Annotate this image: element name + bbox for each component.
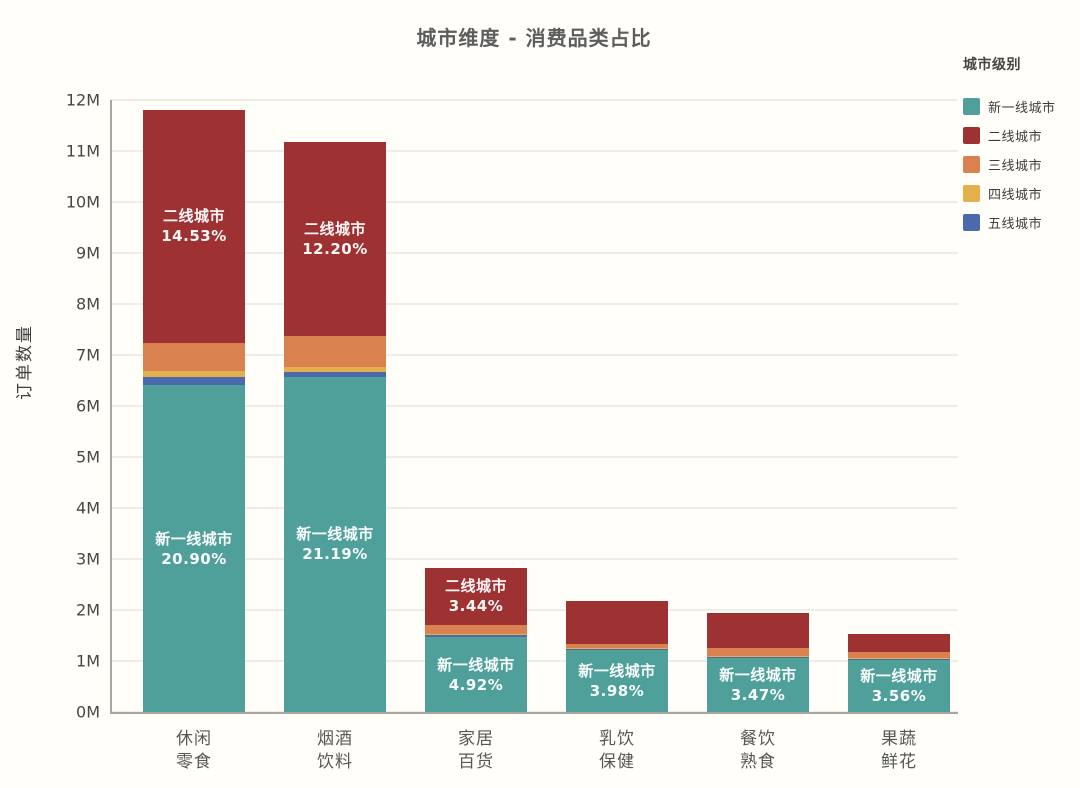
- legend-label: 三线城市: [988, 159, 1043, 174]
- bar-segment-新一线城市[interactable]: 新一线城市 21.19%: [284, 376, 386, 712]
- y-axis-tick-label: 4M: [76, 498, 100, 518]
- legend-item-三线城市[interactable]: 三线城市: [963, 150, 1056, 179]
- bar-segment-label: 新一线城市 21.19%: [296, 525, 374, 564]
- bar-segment-五线城市[interactable]: [566, 648, 668, 650]
- gridline: [110, 201, 958, 203]
- bar-segment-四线城市[interactable]: [143, 370, 245, 377]
- bar-segment-新一线城市[interactable]: 新一线城市 3.47%: [707, 657, 809, 712]
- bar-segment-二线城市[interactable]: 二线城市 12.20%: [284, 141, 386, 336]
- legend-label: 二线城市: [988, 130, 1043, 145]
- bar-segment-二线城市[interactable]: [848, 634, 950, 652]
- y-axis-tick-label: 8M: [76, 294, 100, 314]
- bar-segment-四线城市[interactable]: [566, 647, 668, 649]
- legend: 城市级别 新一线城市二线城市三线城市四线城市五线城市: [963, 54, 1056, 237]
- bar-segment-三线城市[interactable]: [707, 647, 809, 656]
- legend-item-五线城市[interactable]: 五线城市: [963, 208, 1056, 237]
- legend-swatch: [963, 127, 980, 144]
- bar-segment-四线城市[interactable]: [707, 655, 809, 657]
- bar-segment-五线城市[interactable]: [848, 659, 950, 660]
- bar-segment-label: 二线城市 3.44%: [444, 577, 507, 616]
- bar-segment-五线城市[interactable]: [425, 634, 527, 638]
- bar-segment-新一线城市[interactable]: 新一线城市 20.90%: [143, 385, 245, 712]
- legend-item-二线城市[interactable]: 二线城市: [963, 121, 1056, 150]
- bar-segment-label: 二线城市 14.53%: [161, 207, 227, 246]
- bar-segment-新一线城市[interactable]: 新一线城市 3.56%: [848, 659, 950, 712]
- x-axis-category-label: 餐饮 熟食: [740, 729, 776, 772]
- bar-segment-新一线城市[interactable]: 新一线城市 4.92%: [425, 637, 527, 712]
- bar-segment-五线城市[interactable]: [143, 376, 245, 386]
- bar-segment-三线城市[interactable]: [566, 644, 668, 648]
- legend-swatch: [963, 98, 980, 115]
- bar-segment-新一线城市[interactable]: 新一线城市 3.98%: [566, 649, 668, 712]
- bar-segment-二线城市[interactable]: [707, 613, 809, 648]
- y-axis-line: [110, 100, 112, 712]
- y-axis-tick-label: 1M: [76, 651, 100, 671]
- bar-segment-五线城市[interactable]: [707, 656, 809, 658]
- gridline: [110, 660, 958, 662]
- bar-segment-四线城市[interactable]: [848, 658, 950, 660]
- gridline: [110, 99, 958, 101]
- legend-items: 新一线城市二线城市三线城市四线城市五线城市: [963, 92, 1056, 237]
- legend-swatch: [963, 185, 980, 202]
- y-axis-tick-label: 5M: [76, 447, 100, 467]
- x-axis-category-label: 烟酒 饮料: [317, 729, 353, 772]
- gridline: [110, 609, 958, 611]
- bar-segment-label: 新一线城市 3.47%: [719, 665, 797, 704]
- bar-segment-label: 新一线城市 20.90%: [155, 529, 233, 568]
- gridline: [110, 150, 958, 152]
- bar-segment-label: 新一线城市 3.56%: [860, 666, 938, 705]
- legend-item-四线城市[interactable]: 四线城市: [963, 179, 1056, 208]
- bar-segment-三线城市[interactable]: [425, 624, 527, 634]
- bar-segment-四线城市[interactable]: [284, 366, 386, 372]
- y-axis-tick-label: 6M: [76, 396, 100, 416]
- bar-segment-三线城市[interactable]: [284, 335, 386, 367]
- bar-segment-label: 二线城市 12.20%: [302, 219, 368, 258]
- gridline: [110, 303, 958, 305]
- gridline: [110, 507, 958, 509]
- y-axis-tick-label: 3M: [76, 549, 100, 569]
- legend-swatch: [963, 214, 980, 231]
- y-axis-tick-label: 12M: [65, 90, 100, 110]
- bar-segment-三线城市[interactable]: [848, 651, 950, 659]
- bar-segment-label: 新一线城市 3.98%: [578, 661, 656, 700]
- y-axis-tick-label: 10M: [65, 192, 100, 212]
- bar-segment-四线城市[interactable]: [425, 633, 527, 635]
- bar-segment-二线城市[interactable]: 二线城市 3.44%: [425, 568, 527, 625]
- bar-segment-五线城市[interactable]: [284, 371, 386, 377]
- x-axis-category-label: 乳饮 保健: [599, 729, 635, 772]
- gridline: [110, 405, 958, 407]
- gridline: [110, 354, 958, 356]
- legend-label: 五线城市: [988, 217, 1043, 232]
- x-axis-category-label: 果蔬 鲜花: [881, 729, 917, 772]
- bar-segment-label: 新一线城市 4.92%: [437, 655, 515, 694]
- legend-label: 新一线城市: [988, 101, 1056, 116]
- y-axis-tick-label: 7M: [76, 345, 100, 365]
- bar-segment-二线城市[interactable]: [566, 601, 668, 645]
- gridline: [110, 558, 958, 560]
- gridline: [110, 456, 958, 458]
- x-axis-category-label: 休闲 零食: [176, 729, 212, 772]
- chart-title: 城市维度 - 消费品类占比: [416, 26, 652, 50]
- gridline: [110, 252, 958, 254]
- y-axis-tick-label: 2M: [76, 600, 100, 620]
- bar-segment-二线城市[interactable]: 二线城市 14.53%: [143, 109, 245, 343]
- legend-swatch: [963, 156, 980, 173]
- legend-label: 四线城市: [988, 188, 1043, 203]
- bar-segment-三线城市[interactable]: [143, 342, 245, 371]
- y-axis-tick-label: 0M: [76, 702, 100, 722]
- y-axis-tick-label: 11M: [65, 141, 100, 161]
- x-axis-category-label: 家居 百货: [458, 729, 494, 772]
- x-axis-line: [110, 712, 958, 714]
- legend-title: 城市级别: [963, 57, 1021, 73]
- y-axis-tick-label: 9M: [76, 243, 100, 263]
- legend-item-新一线城市[interactable]: 新一线城市: [963, 92, 1056, 121]
